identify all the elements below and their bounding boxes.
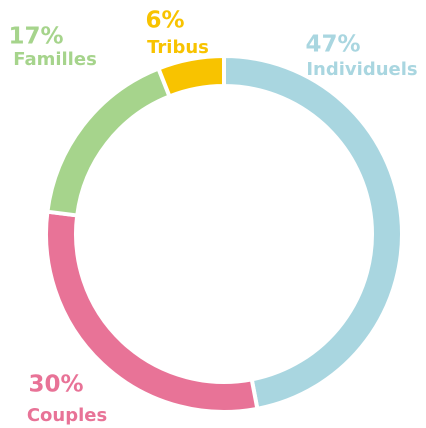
slice-label: Familles — [13, 49, 97, 70]
donut-slice — [224, 56, 402, 409]
slice-percent: 30% — [28, 372, 83, 398]
slice-label: Couples — [27, 405, 107, 426]
slice-percent: 17% — [8, 24, 63, 50]
page: {"chart_data": {"type": "donut", "catego… — [0, 0, 426, 428]
slice-label: Individuels — [306, 59, 417, 80]
slice-percent: 6% — [145, 8, 184, 34]
donut-slice — [158, 56, 224, 96]
chart: 47%Individuels 30% Couples 17%Familles 6% Tri… — [0, 0, 426, 428]
slice-label: Tribus — [147, 37, 209, 58]
donut-slice — [47, 68, 169, 215]
slice-percent: 47% — [305, 32, 360, 58]
